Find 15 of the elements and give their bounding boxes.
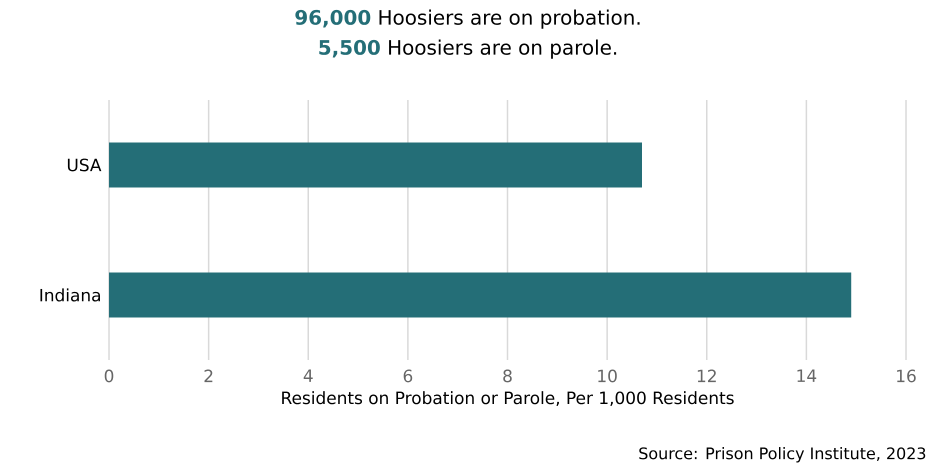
x-tick-label: 16: [897, 370, 916, 382]
x-tick-label: 12: [698, 370, 716, 382]
x-tick-label: 2: [204, 370, 212, 382]
x-tick-label: 14: [797, 370, 816, 382]
x-tick-label: 0: [104, 370, 114, 382]
y-tick-label: USA: [68, 158, 102, 172]
y-tick-label: Indiana: [40, 288, 100, 302]
chart-subtitle: 5,500 Hoosiers are on parole.: [319, 40, 616, 59]
x-tick-label: 4: [304, 370, 313, 382]
x-tick-label: 10: [598, 370, 617, 382]
chart-title: 96,000 Hoosiers are on probation.: [295, 10, 640, 29]
x-axis-title: Residents on Probation or Parole, Per 1,000 Residents: [282, 391, 734, 406]
x-tick-label: 8: [503, 370, 512, 382]
source-note: Source: Prison Policy Institute, 2023: [639, 447, 926, 462]
x-tick-label: 6: [404, 370, 412, 382]
